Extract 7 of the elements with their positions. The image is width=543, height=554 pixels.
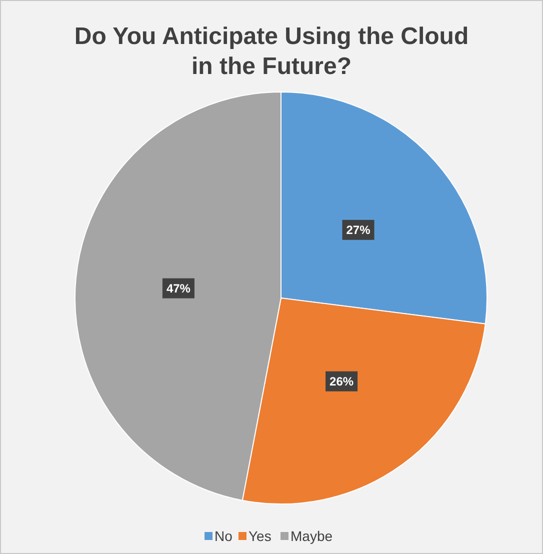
- legend-label: No: [214, 528, 233, 544]
- data-label: 47%: [166, 282, 191, 296]
- legend-label: Maybe: [290, 528, 333, 544]
- data-label: 26%: [330, 374, 354, 389]
- chart-title: Do You Anticipate Using the Cloud in the Future?: [74, 23, 469, 80]
- legend-label: Yes: [248, 528, 272, 544]
- data-label: 27%: [346, 223, 371, 238]
